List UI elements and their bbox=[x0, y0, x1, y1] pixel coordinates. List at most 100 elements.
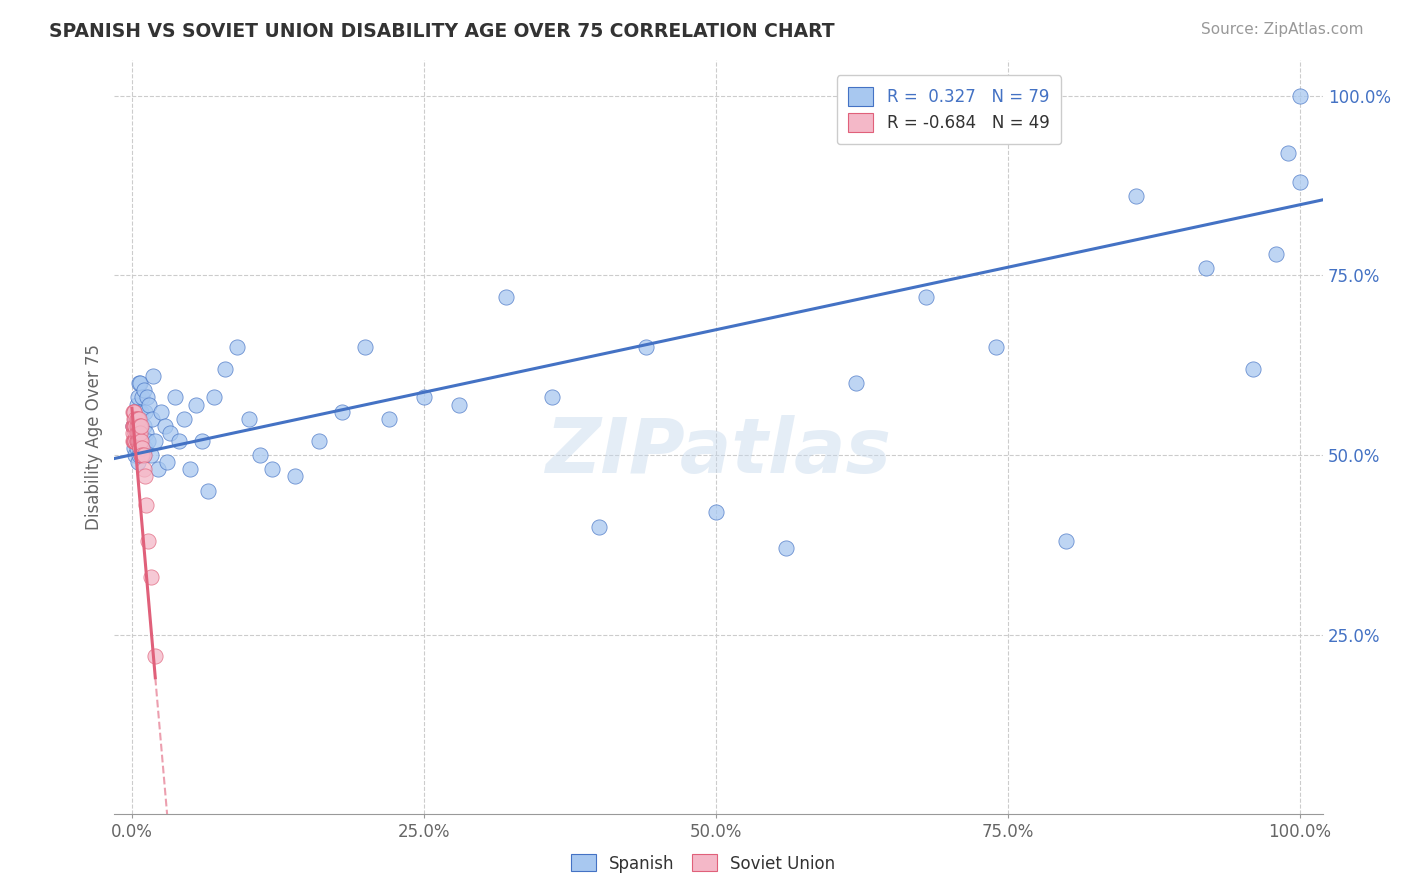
Point bbox=[124, 426, 146, 441]
Point bbox=[129, 412, 152, 426]
Point bbox=[139, 570, 162, 584]
Point bbox=[308, 434, 330, 448]
Point bbox=[128, 426, 150, 441]
Point bbox=[129, 441, 152, 455]
Point bbox=[124, 419, 146, 434]
Point bbox=[129, 405, 152, 419]
Point bbox=[128, 448, 150, 462]
Text: ZIPatlas: ZIPatlas bbox=[546, 415, 891, 489]
Point bbox=[128, 412, 150, 426]
Point bbox=[129, 448, 152, 462]
Point bbox=[129, 448, 152, 462]
Point bbox=[127, 434, 149, 448]
Point bbox=[128, 376, 150, 390]
Point bbox=[124, 434, 146, 448]
Point bbox=[124, 419, 146, 434]
Point bbox=[127, 434, 149, 448]
Point bbox=[845, 376, 868, 390]
Point bbox=[249, 448, 271, 462]
Point bbox=[1054, 534, 1077, 549]
Point bbox=[165, 391, 187, 405]
Point bbox=[127, 391, 149, 405]
Point bbox=[131, 391, 153, 405]
Point bbox=[122, 419, 145, 434]
Point bbox=[150, 405, 173, 419]
Point bbox=[125, 426, 148, 441]
Point bbox=[134, 405, 156, 419]
Point bbox=[588, 520, 610, 534]
Point bbox=[284, 469, 307, 483]
Point bbox=[1125, 189, 1147, 203]
Point bbox=[122, 419, 145, 434]
Point bbox=[124, 434, 146, 448]
Point bbox=[122, 434, 145, 448]
Point bbox=[122, 434, 145, 448]
Legend: Spanish, Soviet Union: Spanish, Soviet Union bbox=[564, 847, 842, 880]
Point bbox=[412, 391, 434, 405]
Point bbox=[128, 419, 150, 434]
Point bbox=[131, 434, 153, 448]
Point bbox=[139, 448, 162, 462]
Point bbox=[1288, 88, 1310, 103]
Point bbox=[124, 412, 146, 426]
Point bbox=[132, 462, 155, 476]
Point bbox=[128, 426, 150, 441]
Point bbox=[129, 426, 152, 441]
Point bbox=[173, 412, 195, 426]
Point bbox=[131, 441, 153, 455]
Point bbox=[915, 290, 938, 304]
Point bbox=[984, 340, 1007, 354]
Point bbox=[191, 434, 214, 448]
Point bbox=[124, 448, 146, 462]
Text: Source: ZipAtlas.com: Source: ZipAtlas.com bbox=[1201, 22, 1364, 37]
Point bbox=[122, 412, 145, 426]
Text: SPANISH VS SOVIET UNION DISABILITY AGE OVER 75 CORRELATION CHART: SPANISH VS SOVIET UNION DISABILITY AGE O… bbox=[49, 22, 835, 41]
Point bbox=[122, 405, 145, 419]
Point bbox=[138, 398, 160, 412]
Point bbox=[1288, 175, 1310, 189]
Point bbox=[447, 398, 470, 412]
Point bbox=[134, 469, 156, 483]
Point bbox=[122, 441, 145, 455]
Point bbox=[127, 434, 149, 448]
Point bbox=[378, 412, 401, 426]
Point bbox=[121, 426, 143, 441]
Point bbox=[125, 426, 148, 441]
Point bbox=[132, 383, 155, 397]
Point bbox=[124, 412, 146, 426]
Point bbox=[1241, 361, 1264, 376]
Point bbox=[128, 434, 150, 448]
Point bbox=[122, 405, 145, 419]
Point bbox=[143, 649, 166, 664]
Point bbox=[132, 419, 155, 434]
Point bbox=[132, 448, 155, 462]
Point bbox=[127, 419, 149, 434]
Point bbox=[202, 391, 225, 405]
Point bbox=[136, 434, 159, 448]
Point bbox=[146, 462, 169, 476]
Point bbox=[128, 405, 150, 419]
Point bbox=[135, 498, 157, 512]
Point bbox=[142, 368, 165, 383]
Point bbox=[179, 462, 201, 476]
Point bbox=[226, 340, 249, 354]
Point bbox=[127, 426, 149, 441]
Point bbox=[330, 405, 353, 419]
Point bbox=[541, 391, 564, 405]
Point bbox=[153, 419, 176, 434]
Point bbox=[775, 541, 797, 556]
Point bbox=[129, 419, 152, 434]
Point bbox=[122, 419, 145, 434]
Point bbox=[129, 376, 152, 390]
Point bbox=[122, 405, 145, 419]
Point bbox=[1277, 146, 1299, 161]
Y-axis label: Disability Age Over 75: Disability Age Over 75 bbox=[86, 344, 103, 530]
Point bbox=[262, 462, 284, 476]
Point bbox=[125, 441, 148, 455]
Point bbox=[125, 434, 148, 448]
Point bbox=[136, 391, 159, 405]
Point bbox=[122, 419, 145, 434]
Point bbox=[135, 426, 157, 441]
Point bbox=[122, 434, 145, 448]
Point bbox=[156, 455, 179, 469]
